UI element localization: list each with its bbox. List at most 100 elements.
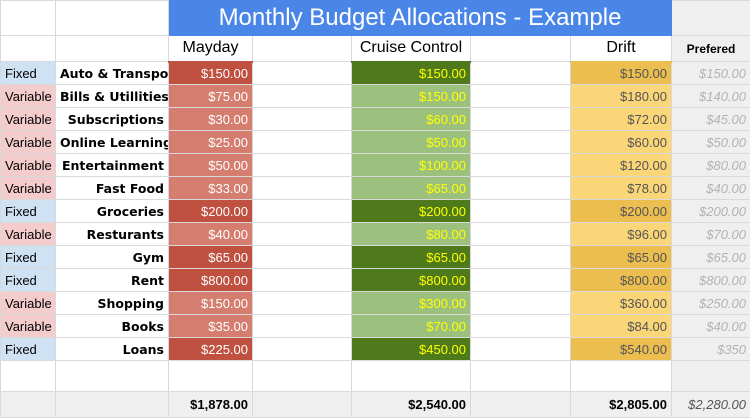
cell-drift[interactable]: $150.00 [569, 61, 673, 85]
cell-cruise-control[interactable]: $80.00 [351, 222, 471, 246]
cell-drift[interactable]: $800.00 [569, 268, 673, 292]
cell-blank[interactable] [470, 130, 571, 154]
cell-preferred[interactable]: $50.00 [671, 130, 750, 154]
cell-type[interactable]: Variable [0, 84, 56, 108]
cell-mayday[interactable]: $40.00 [168, 222, 253, 246]
cell-blank[interactable] [470, 291, 571, 315]
cell-blank[interactable] [470, 337, 571, 361]
cell-blank[interactable] [252, 337, 352, 361]
cell-preferred[interactable]: $150.00 [671, 61, 750, 85]
cell-cruise-control[interactable]: $800.00 [351, 268, 471, 292]
cell-blank[interactable] [470, 268, 571, 292]
cell-blank[interactable] [252, 245, 352, 269]
cell-category[interactable]: Subscriptions [55, 107, 169, 131]
cell-type[interactable]: Fixed [0, 268, 56, 292]
cell-drift[interactable]: $180.00 [569, 84, 673, 108]
cell-drift[interactable]: $120.00 [569, 153, 673, 177]
cell-blank[interactable] [55, 360, 169, 392]
cell-mayday[interactable]: $150.00 [168, 61, 253, 85]
cell-type[interactable]: Variable [0, 176, 56, 200]
cell-category[interactable]: Gym [55, 245, 169, 269]
cell-blank[interactable] [252, 130, 352, 154]
cell-cruise-control[interactable]: $70.00 [351, 314, 471, 338]
cell-drift[interactable]: $540.00 [569, 337, 673, 361]
total-drift[interactable]: $2,805.00 [569, 391, 673, 418]
cell-blank[interactable] [671, 0, 750, 36]
cell-drift[interactable]: $78.00 [569, 176, 673, 200]
cell-mayday[interactable]: $225.00 [168, 337, 253, 361]
cell-blank[interactable] [0, 0, 56, 36]
cell-mayday[interactable]: $75.00 [168, 84, 253, 108]
cell-category[interactable]: Bills & Utillities [55, 84, 169, 108]
cell-blank[interactable] [0, 391, 56, 418]
sheet-title[interactable]: Monthly Budget Allocations - Example [167, 0, 673, 36]
cell-blank[interactable] [470, 153, 571, 177]
cell-mayday[interactable]: $800.00 [168, 268, 253, 292]
cell-cruise-control[interactable]: $100.00 [351, 153, 471, 177]
cell-blank[interactable] [55, 0, 169, 36]
cell-cruise-control[interactable]: $50.00 [351, 130, 471, 154]
cell-blank[interactable] [470, 360, 571, 392]
cell-mayday[interactable]: $33.00 [168, 176, 253, 200]
cell-blank[interactable] [252, 153, 352, 177]
cell-blank[interactable] [470, 176, 571, 200]
cell-preferred[interactable]: $140.00 [671, 84, 750, 108]
cell-preferred[interactable]: $800.00 [671, 268, 750, 292]
header-mayday[interactable]: Mayday [168, 35, 253, 63]
cell-preferred[interactable]: $65.00 [671, 245, 750, 269]
cell-preferred[interactable]: $200.00 [671, 199, 750, 223]
cell-type[interactable]: Fixed [0, 199, 56, 223]
cell-blank[interactable] [252, 391, 352, 418]
cell-blank[interactable] [252, 107, 352, 131]
cell-type[interactable]: Variable [0, 222, 56, 246]
cell-blank[interactable] [0, 360, 56, 392]
cell-drift[interactable]: $200.00 [569, 199, 673, 223]
cell-drift[interactable]: $360.00 [569, 291, 673, 315]
cell-category[interactable]: Fast Food [55, 176, 169, 200]
cell-mayday[interactable]: $150.00 [168, 291, 253, 315]
cell-type[interactable]: Fixed [0, 245, 56, 269]
header-preferred[interactable]: Prefered [671, 35, 750, 62]
total-preferred[interactable]: $2,280.00 [671, 391, 750, 418]
cell-category[interactable]: Books [55, 314, 169, 338]
cell-drift[interactable]: $60.00 [569, 130, 673, 154]
header-drift[interactable]: Drift [569, 35, 673, 63]
cell-cruise-control[interactable]: $450.00 [351, 337, 471, 361]
cell-blank[interactable] [168, 360, 253, 392]
cell-preferred[interactable]: $250.00 [671, 291, 750, 315]
cell-type[interactable]: Variable [0, 153, 56, 177]
cell-blank[interactable] [470, 199, 571, 223]
cell-preferred[interactable]: $80.00 [671, 153, 750, 177]
cell-blank[interactable] [470, 314, 571, 338]
cell-cruise-control[interactable]: $300.00 [351, 291, 471, 315]
cell-drift[interactable]: $84.00 [569, 314, 673, 338]
cell-blank[interactable] [470, 61, 571, 85]
cell-blank[interactable] [252, 360, 352, 392]
cell-cruise-control[interactable]: $200.00 [351, 199, 471, 223]
cell-mayday[interactable]: $200.00 [168, 199, 253, 223]
cell-blank[interactable] [470, 35, 571, 62]
cell-blank[interactable] [470, 107, 571, 131]
cell-type[interactable]: Variable [0, 107, 56, 131]
cell-mayday[interactable]: $25.00 [168, 130, 253, 154]
cell-blank[interactable] [252, 199, 352, 223]
cell-blank[interactable] [252, 84, 352, 108]
cell-blank[interactable] [0, 35, 56, 62]
cell-blank[interactable] [252, 314, 352, 338]
cell-blank[interactable] [252, 222, 352, 246]
total-cruise-control[interactable]: $2,540.00 [351, 391, 471, 418]
cell-type[interactable]: Fixed [0, 61, 56, 85]
cell-mayday[interactable]: $35.00 [168, 314, 253, 338]
cell-type[interactable]: Fixed [0, 337, 56, 361]
cell-drift[interactable]: $96.00 [569, 222, 673, 246]
cell-blank[interactable] [252, 61, 352, 85]
cell-blank[interactable] [252, 176, 352, 200]
cell-drift[interactable]: $65.00 [569, 245, 673, 269]
cell-blank[interactable] [569, 360, 673, 392]
cell-preferred[interactable]: $40.00 [671, 314, 750, 338]
cell-blank[interactable] [470, 245, 571, 269]
cell-cruise-control[interactable]: $150.00 [351, 84, 471, 108]
cell-cruise-control[interactable]: $65.00 [351, 245, 471, 269]
header-cruise-control[interactable]: Cruise Control [351, 35, 471, 63]
cell-blank[interactable] [252, 291, 352, 315]
